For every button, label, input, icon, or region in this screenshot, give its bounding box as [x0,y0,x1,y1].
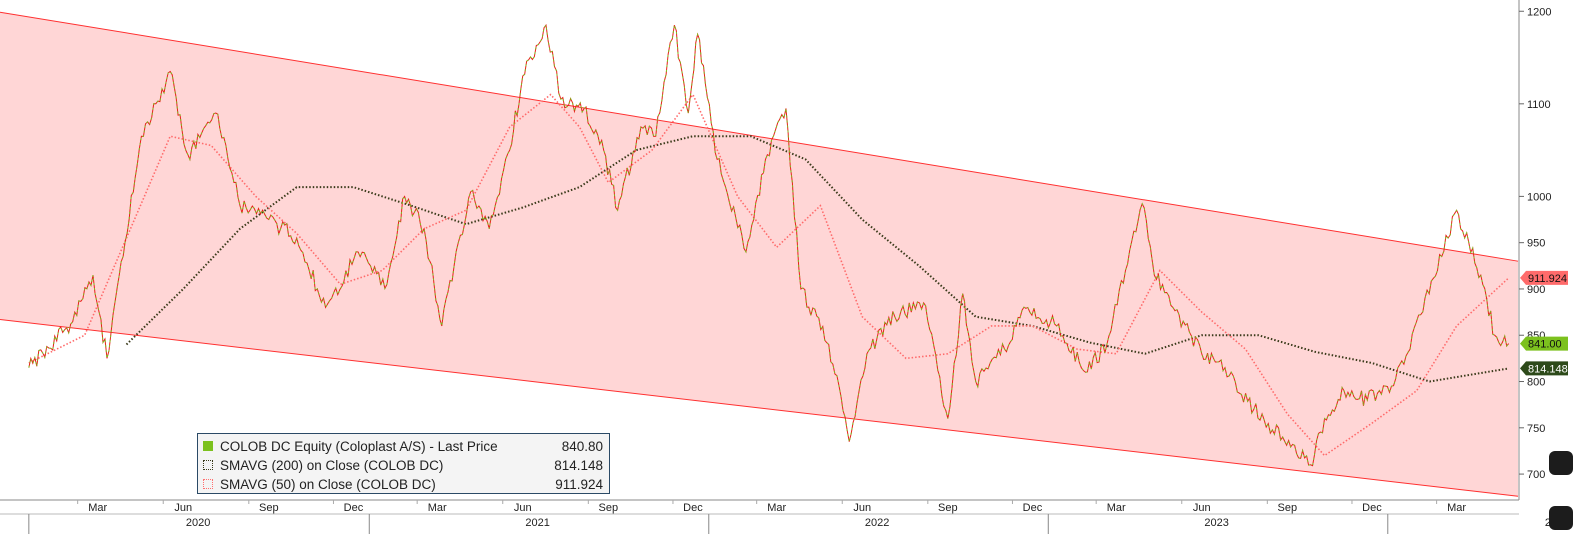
legend-value: 911.924 [555,477,603,492]
x-tick-label: Dec [344,502,364,514]
legend-row-ma50: SMAVG (50) on Close (COLOB DC) 911.924 [202,475,603,494]
y-tick-label: 900 [1527,284,1545,296]
price-line [28,23,1510,467]
price-tag-label: 911.924 [1528,273,1567,285]
x-tick-label: Sep [259,502,279,514]
x-year-label: 2022 [865,517,889,529]
x-tick-label: Mar [1107,502,1126,514]
legend: COLOB DC Equity (Coloplast A/S) - Last P… [197,433,610,494]
legend-row-price: COLOB DC Equity (Coloplast A/S) - Last P… [202,437,603,456]
price-tags: 911.924 841.00 814.148 [1520,270,1568,376]
legend-value: 814.148 [554,458,603,473]
x-tick-label: Jun [853,502,871,514]
x-tick-label: Jun [174,502,192,514]
y-tick-label: 750 [1527,423,1545,435]
price-tag-label: 814.148 [1528,363,1568,375]
x-tick-label: Jun [514,502,532,514]
x-year-label: 2023 [1204,517,1228,529]
y-tick-label: 1100 [1527,99,1551,111]
y-tick-label: 1200 [1527,6,1551,18]
x-tick-label: Dec [1023,502,1043,514]
y-tick-label: 1000 [1527,191,1551,203]
y-tick-label: 950 [1527,238,1545,250]
legend-row-ma200: SMAVG (200) on Close (COLOB DC) 814.148 [202,456,603,475]
chart-options-button[interactable] [1549,451,1573,475]
price-tag-shape [1520,361,1568,376]
x-tick-label: Dec [1362,502,1382,514]
channel-lower-line[interactable] [0,319,1519,497]
ma200-path [125,135,1509,383]
legend-label: SMAVG (200) on Close (COLOB DC) [220,458,444,473]
price-tag: 911.924 [1520,270,1568,285]
price-tag: 841.00 [1520,336,1568,351]
y-tick-label: 800 [1527,377,1545,389]
price-tag-shape [1520,270,1568,285]
price-tag-shape [1520,336,1568,351]
legend-label: COLOB DC Equity (Coloplast A/S) - Last P… [220,439,498,454]
legend-value: 840.80 [561,439,603,454]
x-tick-label: Dec [683,502,703,514]
x-tick-label: Sep [938,502,958,514]
price-tag: 814.148 [1520,361,1568,376]
ma50-swatch [203,479,213,489]
x-tick-label: Mar [88,502,107,514]
ma200-swatch [203,460,213,470]
ma50-path [28,92,1510,457]
x-year-label: 2020 [186,517,210,529]
channel-upper-line[interactable] [0,11,1519,262]
x-tick-label: Mar [1447,502,1466,514]
y-tick-label: 700 [1527,469,1545,481]
x-tick-label: Sep [599,502,619,514]
price-swatch [203,441,213,451]
legend-label: SMAVG (50) on Close (COLOB DC) [220,477,436,492]
channel-fill [0,12,1518,497]
price-tag-label: 841.00 [1528,339,1562,351]
ma200-line [125,135,1509,383]
x-tick-label: Mar [767,502,786,514]
price-path-down [28,23,1510,467]
x-axis: Mar Jun Sep Dec Mar Jun Sep Dec Mar Jun Sep Dec Mar J… [0,499,1569,534]
x-tick-label: Mar [428,502,447,514]
x-tick-label: Jun [1193,502,1211,514]
x-axis-band [0,500,1519,534]
x-year-label: 2021 [525,517,549,529]
ma50-line [28,92,1510,457]
trend-channel [0,11,1519,497]
x-tick-label: Sep [1278,502,1298,514]
chart-menu-button[interactable] [1549,506,1573,530]
